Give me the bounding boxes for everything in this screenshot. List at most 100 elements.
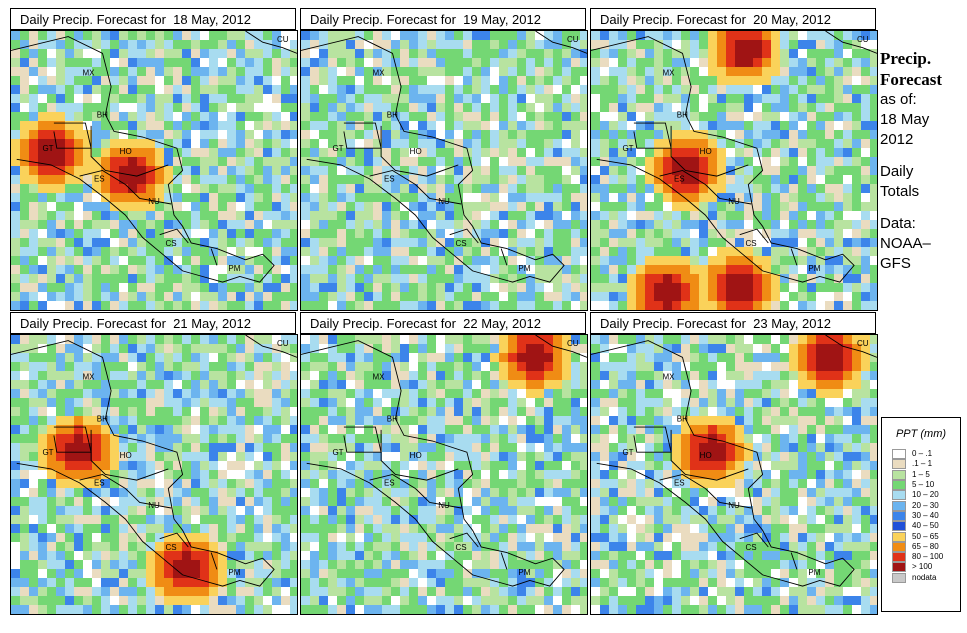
precip-cell bbox=[481, 398, 490, 407]
precip-cell bbox=[562, 425, 571, 434]
precip-cell bbox=[382, 283, 391, 292]
precip-cell bbox=[580, 371, 587, 380]
precip-cell bbox=[254, 94, 263, 103]
precip-cell bbox=[74, 344, 83, 353]
precip-cell bbox=[580, 112, 587, 121]
precip-cell bbox=[182, 380, 191, 389]
precip-cell bbox=[744, 229, 753, 238]
precip-cell bbox=[164, 94, 173, 103]
precip-cell bbox=[517, 533, 526, 542]
precip-cell bbox=[436, 265, 445, 274]
precip-cell bbox=[472, 461, 481, 470]
precip-cell bbox=[209, 193, 218, 202]
precip-cell bbox=[454, 274, 463, 283]
precip-cell bbox=[571, 452, 580, 461]
precip-cell bbox=[870, 157, 877, 166]
precip-cell bbox=[146, 560, 155, 569]
precip-cell bbox=[364, 407, 373, 416]
precip-cell bbox=[56, 238, 65, 247]
precip-cell bbox=[182, 434, 191, 443]
precip-cell bbox=[65, 560, 74, 569]
precip-cell bbox=[861, 148, 870, 157]
precip-cell bbox=[272, 434, 281, 443]
precip-cell bbox=[310, 596, 319, 605]
precip-cell bbox=[517, 344, 526, 353]
precip-cell bbox=[110, 121, 119, 130]
precip-cell bbox=[301, 479, 310, 488]
precip-cell bbox=[355, 578, 364, 587]
precip-cell bbox=[825, 175, 834, 184]
precip-cell bbox=[553, 283, 562, 292]
precip-cell bbox=[263, 67, 272, 76]
precip-cell bbox=[310, 292, 319, 301]
precip-cell bbox=[173, 524, 182, 533]
precip-cell bbox=[472, 103, 481, 112]
precip-cell bbox=[391, 247, 400, 256]
precip-cell bbox=[328, 533, 337, 542]
precip-cell bbox=[373, 292, 382, 301]
precip-cell bbox=[481, 560, 490, 569]
precip-cell bbox=[346, 112, 355, 121]
precip-cell bbox=[236, 605, 245, 614]
precip-cell bbox=[780, 121, 789, 130]
precip-cell bbox=[328, 560, 337, 569]
precip-cell bbox=[627, 148, 636, 157]
country-border bbox=[90, 125, 169, 177]
precip-cell bbox=[690, 139, 699, 148]
precip-cell bbox=[254, 533, 263, 542]
precip-cell bbox=[301, 238, 310, 247]
precip-cell bbox=[427, 353, 436, 362]
precip-cell bbox=[418, 362, 427, 371]
precip-cell bbox=[137, 389, 146, 398]
precip-cell bbox=[38, 148, 47, 157]
precip-cell bbox=[690, 121, 699, 130]
precip-cell bbox=[328, 40, 337, 49]
precip-cell bbox=[101, 175, 110, 184]
precip-cell bbox=[74, 515, 83, 524]
precip-cell bbox=[164, 605, 173, 614]
precip-cell bbox=[744, 103, 753, 112]
precip-cell bbox=[418, 380, 427, 389]
precip-cell bbox=[236, 551, 245, 560]
precip-cell bbox=[490, 40, 499, 49]
precip-cell bbox=[182, 130, 191, 139]
precip-cell bbox=[753, 256, 762, 265]
precip-cell bbox=[472, 121, 481, 130]
precip-cell bbox=[571, 193, 580, 202]
precip-cell bbox=[47, 497, 56, 506]
country-border bbox=[369, 170, 416, 185]
precip-cell bbox=[227, 569, 236, 578]
precip-cell bbox=[852, 166, 861, 175]
precip-cell bbox=[553, 58, 562, 67]
precip-cell bbox=[663, 247, 672, 256]
precip-cell bbox=[373, 416, 382, 425]
precip-cell bbox=[553, 452, 562, 461]
precip-cell bbox=[618, 274, 627, 283]
precip-cell bbox=[382, 85, 391, 94]
country-label: GT bbox=[42, 448, 53, 457]
precip-cell bbox=[744, 283, 753, 292]
precip-cell bbox=[517, 587, 526, 596]
precip-cell bbox=[236, 247, 245, 256]
precip-cell bbox=[218, 443, 227, 452]
precip-cell bbox=[218, 76, 227, 85]
precip-cell bbox=[101, 533, 110, 542]
precip-cell bbox=[681, 301, 690, 310]
precip-cell bbox=[571, 121, 580, 130]
precip-cell bbox=[436, 380, 445, 389]
precip-cell bbox=[663, 274, 672, 283]
precip-cell bbox=[762, 85, 771, 94]
precip-cell bbox=[11, 560, 20, 569]
precip-cell bbox=[571, 461, 580, 470]
precip-cell bbox=[580, 542, 587, 551]
precip-cell bbox=[290, 157, 297, 166]
precip-cell bbox=[83, 67, 92, 76]
precip-cell bbox=[391, 344, 400, 353]
coastline bbox=[11, 340, 275, 587]
precip-cell bbox=[544, 569, 553, 578]
precip-cell bbox=[110, 560, 119, 569]
precip-cell bbox=[92, 452, 101, 461]
precip-cell bbox=[47, 344, 56, 353]
precip-cell bbox=[490, 524, 499, 533]
precip-cell bbox=[92, 229, 101, 238]
